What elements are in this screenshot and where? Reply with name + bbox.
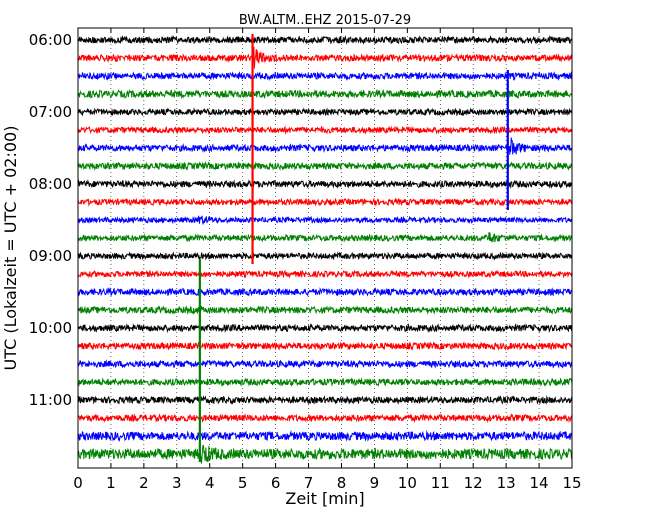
y-tick-label: 06:00 bbox=[29, 31, 72, 49]
y-tick-label: 07:00 bbox=[29, 103, 72, 121]
y-tick-label: 11:00 bbox=[29, 391, 72, 409]
x-tick-label: 5 bbox=[238, 474, 248, 492]
seismic-traces bbox=[77, 34, 573, 464]
x-tick-label: 0 bbox=[73, 474, 83, 492]
y-tick-label: 08:00 bbox=[29, 175, 72, 193]
trace-line bbox=[77, 107, 573, 117]
trace-line bbox=[77, 341, 573, 351]
y-tick-label: 09:00 bbox=[29, 247, 72, 265]
trace-line bbox=[77, 323, 573, 334]
y-axis-label: UTC (Lokalzeit = UTC + 02:00) bbox=[1, 126, 20, 371]
x-tick-label: 7 bbox=[304, 474, 314, 492]
trace-line bbox=[78, 161, 573, 172]
x-tick-label: 13 bbox=[497, 474, 516, 492]
trace-line bbox=[77, 46, 572, 69]
x-tick-label: 15 bbox=[562, 474, 581, 492]
y-tick-label: 10:00 bbox=[29, 319, 72, 337]
grid-lines bbox=[78, 28, 572, 468]
x-tick-label: 4 bbox=[205, 474, 215, 492]
trace-line bbox=[77, 413, 573, 423]
chart-title: BW.ALTM..EHZ 2015-07-29 bbox=[239, 13, 411, 28]
x-tick-label: 11 bbox=[431, 474, 450, 492]
trace-line bbox=[77, 286, 573, 297]
trace-line bbox=[77, 197, 573, 207]
trace-line bbox=[77, 71, 573, 82]
trace-line bbox=[77, 304, 573, 316]
trace-line bbox=[77, 125, 573, 135]
trace-line bbox=[77, 445, 573, 464]
x-tick-label: 1 bbox=[106, 474, 116, 492]
axis-ticks: 0 1 2 3 4 5 6 7 8 9 10 11 12 13 14 1506:0007:0008:0009:… bbox=[29, 28, 582, 492]
x-axis-label: Zeit [min] bbox=[285, 489, 364, 508]
x-tick-label: 3 bbox=[172, 474, 182, 492]
trace-line bbox=[77, 179, 573, 190]
event-spikes bbox=[198, 34, 509, 462]
trace-line bbox=[77, 269, 573, 279]
trace-line bbox=[77, 34, 573, 46]
trace-line bbox=[77, 359, 572, 370]
x-tick-label: 10 bbox=[398, 474, 417, 492]
trace-line bbox=[77, 377, 573, 387]
trace-line bbox=[77, 88, 573, 100]
trace-line bbox=[77, 215, 573, 225]
trace-line bbox=[77, 232, 573, 243]
plot-frame bbox=[77, 27, 573, 469]
x-tick-label: 8 bbox=[337, 474, 347, 492]
x-tick-label: 2 bbox=[139, 474, 149, 492]
trace-line bbox=[77, 395, 573, 405]
x-tick-label: 12 bbox=[464, 474, 483, 492]
trace-line bbox=[77, 137, 573, 155]
x-tick-label: 14 bbox=[530, 474, 549, 492]
trace-line bbox=[77, 429, 573, 443]
x-tick-label: 6 bbox=[271, 474, 281, 492]
x-tick-label: 9 bbox=[370, 474, 380, 492]
trace-line bbox=[77, 251, 573, 261]
